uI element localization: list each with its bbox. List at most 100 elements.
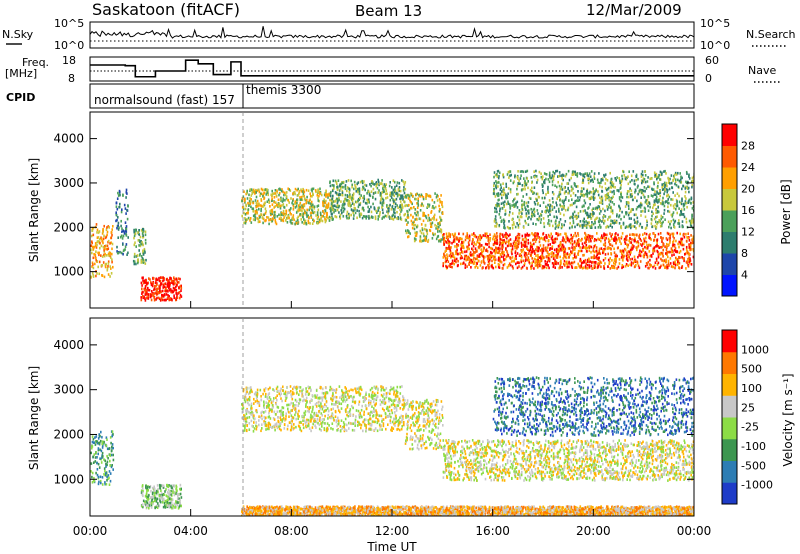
range-cell	[449, 246, 452, 250]
range-cell	[659, 221, 662, 225]
range-cell	[101, 442, 103, 446]
range-cell	[648, 201, 651, 205]
range-cell	[105, 471, 108, 474]
range-cell	[124, 221, 127, 224]
range-cell	[560, 262, 562, 265]
range-cell	[391, 214, 394, 218]
range-cell	[523, 226, 525, 229]
range-cell	[497, 257, 500, 260]
range-cell	[514, 243, 517, 247]
range-cell	[674, 266, 676, 270]
range-cell	[629, 187, 631, 190]
range-cell	[366, 198, 368, 202]
range-cell	[164, 289, 166, 293]
range-cell	[145, 288, 148, 292]
range-cell	[296, 201, 298, 205]
range-cell	[658, 220, 661, 223]
range-cell	[518, 265, 520, 268]
range-cell	[477, 236, 480, 239]
range-cell	[494, 195, 497, 198]
range-cell	[368, 198, 370, 201]
range-cell	[367, 210, 370, 213]
range-cell	[394, 215, 396, 218]
range-cell	[513, 205, 515, 209]
range-cell	[659, 225, 662, 228]
freq-tick-top: 18	[62, 54, 76, 67]
range-cell	[673, 236, 675, 240]
range-cell	[531, 245, 533, 248]
range-cell	[533, 233, 536, 236]
range-cell	[133, 260, 136, 263]
range-cell	[620, 225, 622, 228]
range-cell	[508, 241, 510, 245]
range-cell	[542, 249, 545, 253]
range-cell	[509, 210, 511, 214]
range-cell	[467, 241, 470, 244]
range-cell	[669, 241, 671, 244]
range-cell	[509, 206, 512, 210]
range-cell	[292, 214, 295, 217]
range-cell	[265, 219, 267, 222]
range-cell	[373, 183, 375, 186]
range-cell	[179, 277, 181, 281]
range-cell	[465, 250, 468, 253]
range-cell	[591, 178, 594, 182]
range-cell	[487, 254, 489, 258]
range-cell	[538, 246, 540, 250]
range-cell	[672, 223, 675, 226]
range-cell	[244, 221, 247, 225]
range-cell	[351, 202, 354, 205]
range-cell	[246, 197, 249, 200]
range-cell	[593, 255, 596, 259]
range-cell	[386, 196, 389, 199]
range-cell	[403, 191, 406, 195]
range-cell	[612, 182, 615, 186]
range-cell	[557, 232, 559, 236]
range-cell	[521, 170, 523, 173]
range-cell	[511, 204, 513, 207]
range-cell	[263, 191, 265, 195]
range-cell	[349, 202, 351, 206]
range-cell	[634, 191, 636, 194]
range-cell	[422, 214, 424, 217]
range-cell	[549, 248, 551, 251]
range-cell	[144, 262, 147, 265]
range-cell	[603, 233, 606, 236]
range-cell	[542, 232, 545, 235]
range-cell	[312, 211, 315, 215]
range-cell	[276, 191, 278, 194]
range-cell	[667, 232, 670, 236]
range-cell	[427, 194, 430, 198]
range-cell	[260, 204, 263, 208]
range-cell	[562, 178, 564, 182]
range-cell	[304, 197, 306, 200]
range-cell	[574, 246, 577, 250]
range-cell	[586, 174, 589, 177]
range-cell	[254, 218, 256, 222]
range-cell	[592, 214, 594, 218]
range-cell	[692, 249, 694, 253]
range-cell	[495, 218, 497, 222]
range-cell	[635, 240, 638, 244]
range-cell	[110, 241, 112, 244]
range-cell	[666, 190, 668, 194]
range-cell	[548, 253, 550, 256]
range-cell	[609, 224, 612, 227]
range-cell	[648, 250, 651, 253]
range-cell	[539, 263, 542, 267]
range-cell	[654, 173, 656, 177]
range-cell	[420, 223, 423, 226]
range-cell	[593, 239, 596, 243]
range-cell	[552, 192, 555, 196]
range-cell	[594, 265, 597, 268]
range-cell	[454, 250, 457, 253]
range-cell	[253, 215, 256, 218]
range-cell	[679, 249, 682, 253]
range-cell	[533, 201, 536, 204]
range-cell	[295, 220, 297, 224]
range-cell	[170, 297, 173, 301]
range-cell	[669, 250, 671, 254]
range-cell	[661, 188, 664, 191]
range-cell	[581, 223, 583, 227]
range-cell	[403, 200, 405, 203]
